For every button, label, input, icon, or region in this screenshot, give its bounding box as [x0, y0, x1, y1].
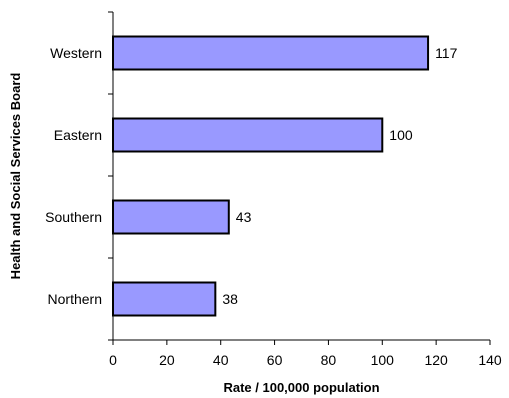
- x-axis-ticks-group: 0 20 40 60 80 100 120 140: [109, 340, 502, 368]
- value-labels-group: 117 100 43 38: [222, 45, 457, 307]
- y-axis-title: Health and Social Services Board: [8, 73, 23, 280]
- bar-northern: [112, 281, 217, 317]
- x-tick-label: 20: [159, 352, 175, 368]
- x-axis-title: Rate / 100,000 population: [223, 380, 379, 395]
- category-label-northern: Northern: [48, 291, 102, 307]
- x-tick-label: 140: [478, 352, 502, 368]
- x-tick-label: 120: [424, 352, 448, 368]
- category-labels-group: Western Eastern Southern Northern: [45, 45, 102, 307]
- value-label-western: 117: [435, 45, 458, 61]
- value-label-southern: 43: [236, 209, 252, 225]
- category-label-southern: Southern: [45, 209, 102, 225]
- bars-group: [112, 35, 430, 317]
- bar-western: [112, 35, 430, 71]
- x-tick-label: 80: [321, 352, 337, 368]
- x-tick-label: 0: [109, 352, 117, 368]
- x-tick-label: 40: [213, 352, 229, 368]
- value-label-northern: 38: [222, 291, 238, 307]
- value-label-eastern: 100: [389, 127, 413, 143]
- bar-southern: [112, 199, 230, 235]
- x-tick-label: 100: [371, 352, 395, 368]
- x-tick-label: 60: [267, 352, 283, 368]
- bar-eastern: [112, 117, 384, 153]
- y-axis-ticks-group: [108, 11, 113, 341]
- category-label-eastern: Eastern: [54, 127, 102, 143]
- category-label-western: Western: [50, 45, 102, 61]
